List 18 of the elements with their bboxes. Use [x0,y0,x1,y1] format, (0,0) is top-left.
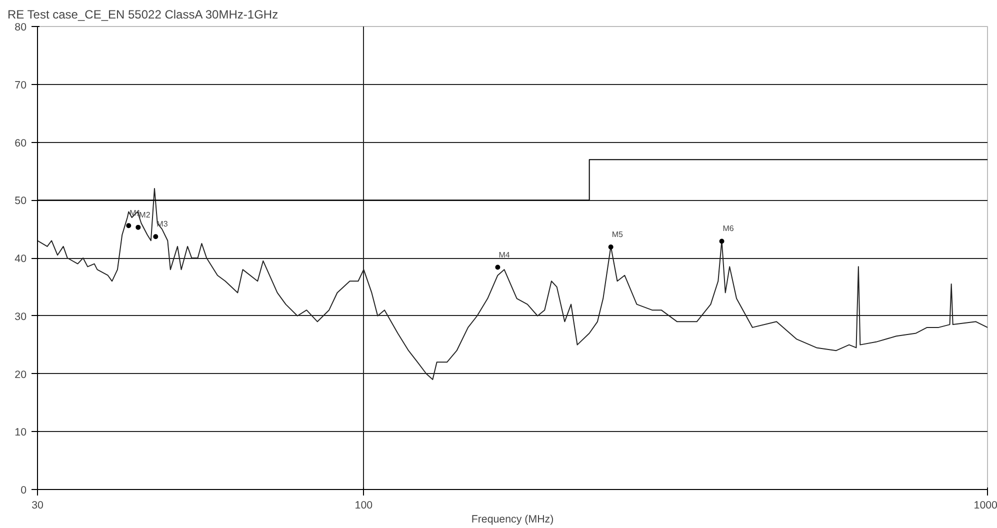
annotation: M5 [612,230,624,240]
x-tick-label: 30 [32,500,44,512]
annotation: M4 [498,250,510,260]
y-tick-label: 30 [14,310,27,323]
annotation: M2 [139,210,151,220]
y-tick-label: 0 [20,484,27,496]
x-tick-label: 1000 [974,500,997,512]
chart-title: RE Test case_CE_EN 55022 ClassA 30MHz-1GHz [8,8,278,22]
y-tick-label: 20 [14,368,27,381]
y-tick-label: 70 [14,79,27,92]
x-tick-label: 100 [354,500,373,512]
y-tick-label: 80 [14,22,27,34]
annotation: M6 [722,224,734,234]
y-tick-label: 10 [14,426,27,439]
y-tick-label: 50 [14,195,27,208]
x-axis-title: Frequency (MHz) [471,514,554,526]
y-tick-label: 40 [14,253,27,265]
y-tick-label: 60 [14,137,27,150]
